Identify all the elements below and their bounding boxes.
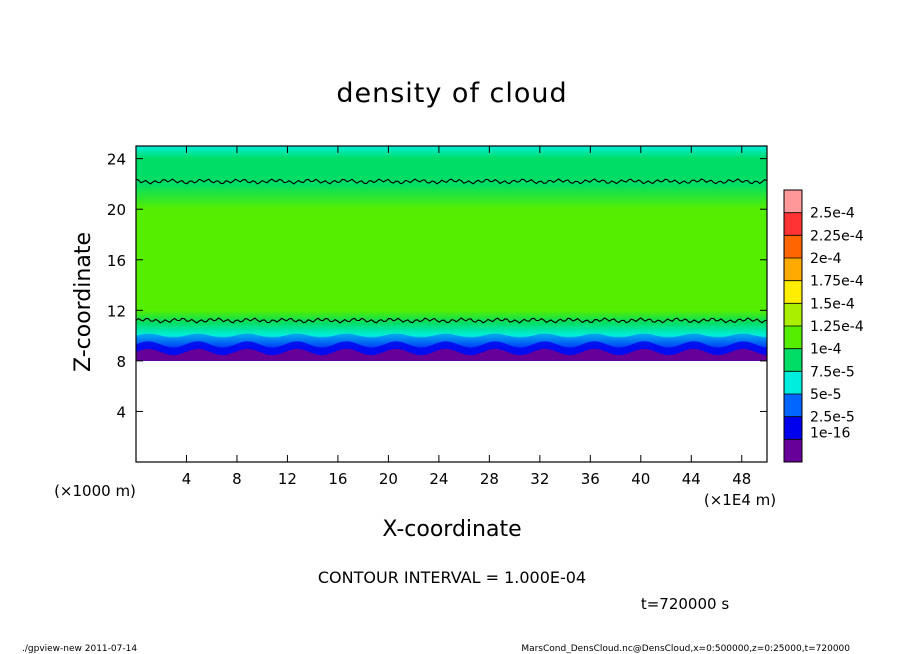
y-tick-label: 4 [116, 403, 126, 421]
x-tick-label: 4 [182, 470, 192, 488]
x-tick-label: 48 [732, 470, 751, 488]
y-tick-label: 12 [107, 302, 126, 320]
x-tick-label: 28 [480, 470, 499, 488]
chart-title: density of cloud [336, 78, 567, 109]
colorbar-cell [784, 416, 802, 440]
y-tick-label: 20 [107, 201, 126, 219]
colorbar-label: 7.5e-5 [810, 364, 855, 380]
colorbar-cell [784, 348, 802, 372]
colorbar-cell [784, 258, 802, 281]
colorbar-label: 1.75e-4 [810, 274, 864, 290]
colorbar-cell [784, 212, 802, 236]
x-tick-label: 20 [379, 470, 398, 488]
y-tick-label: 16 [107, 252, 126, 270]
colorbar-cell [784, 235, 802, 258]
plot-frame [135, 145, 768, 463]
y-axis-label: Z-coordinate [71, 232, 96, 372]
colorbar-label: 2.25e-4 [810, 228, 864, 244]
colorbar-cell [784, 303, 802, 326]
footer-right: MarsCond_DensCloud.nc@DensCloud,x=0:5000… [521, 644, 850, 654]
x-axis-label: X-coordinate [382, 517, 521, 542]
colorbar-label: 1.25e-4 [810, 319, 864, 335]
colorbar-cell [784, 371, 802, 394]
density-band-layer [136, 333, 767, 361]
footer-left: ./gpview-new 2011-07-14 [22, 644, 137, 654]
density-band-purple [136, 348, 767, 361]
x-axis: 4 8 12 16 20 24 28 32 36 40 44 48 [182, 146, 751, 488]
x-tick-label: 32 [530, 470, 549, 488]
x-tick-label: 24 [429, 470, 448, 488]
x-tick-label: 12 [278, 470, 297, 488]
colorbar-cell [784, 326, 802, 349]
x-tick-label: 8 [232, 470, 242, 488]
y-axis: 4 8 12 16 20 24 [107, 151, 767, 421]
colorbar-cell [784, 190, 802, 213]
colorbar-cell [784, 280, 802, 304]
colorbar-label: 1e-16 [810, 425, 850, 441]
contour-interval-label: CONTOUR INTERVAL = 1.000E-04 [318, 568, 586, 587]
y-tick-label: 8 [116, 353, 126, 371]
contour-line [135, 317, 768, 324]
colorbar-label: 5e-5 [810, 387, 841, 403]
colorbar-cell [784, 439, 802, 462]
x-unit-right: (×1E4 m) [704, 491, 776, 509]
contour-line [135, 178, 768, 185]
contour-layer [135, 178, 768, 324]
colorbar-cell [784, 394, 802, 417]
colorbar-label: 2e-4 [810, 251, 842, 267]
colorbar-label: 1.5e-4 [810, 296, 855, 312]
x-tick-label: 40 [631, 470, 650, 488]
colorbar: 2.5e-4 2.25e-4 2e-4 1.75e-4 1.5e-4 1.25e-4 1e-… [783, 189, 864, 463]
colorbar-label: 2.5e-5 [810, 410, 855, 426]
y-tick-label: 24 [107, 151, 126, 169]
colorbar-label: 1e-4 [810, 342, 842, 358]
x-tick-label: 36 [581, 470, 600, 488]
plot-area [135, 145, 768, 463]
x-tick-label: 16 [328, 470, 347, 488]
colorbar-label: 2.5e-4 [810, 206, 855, 222]
density-field [136, 146, 767, 361]
x-unit-left: (×1000 m) [54, 482, 136, 500]
time-label: t=720000 s [641, 595, 729, 613]
x-tick-label: 44 [682, 470, 701, 488]
